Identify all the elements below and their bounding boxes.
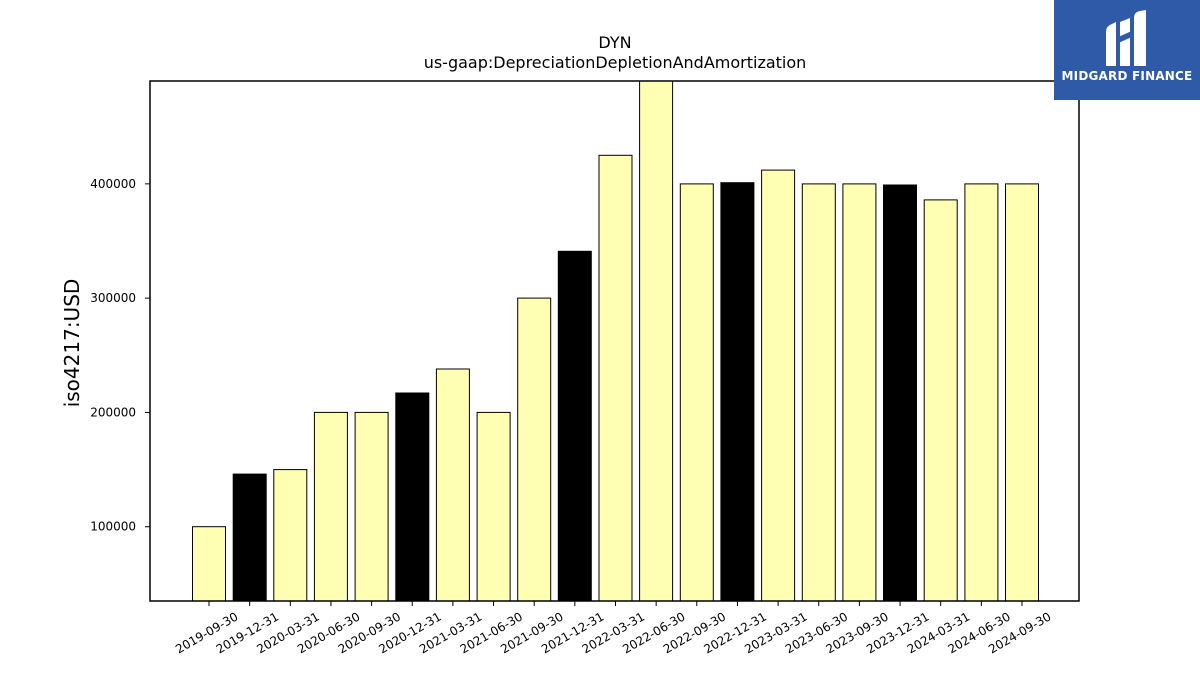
y-tick-label: 400000	[90, 177, 136, 191]
bar-2021-09-30	[517, 297, 552, 602]
bar-2021-03-31	[435, 368, 470, 602]
bar-2020-09-30	[354, 411, 389, 602]
bar-2022-09-30	[679, 183, 714, 602]
bar-2024-06-30	[964, 183, 999, 602]
bar-2020-03-31	[273, 469, 308, 602]
bar-2023-09-30	[842, 183, 877, 602]
chart-subtitle: us-gaap:DepreciationDepletionAndAmortiza…	[424, 53, 807, 72]
bar-2022-06-30	[639, 80, 674, 602]
brand-name: MIDGARD FINANCE	[1061, 69, 1193, 83]
bar-2024-09-30	[1005, 183, 1039, 602]
y-tick-label: 100000	[90, 520, 136, 534]
bar-2022-12-31	[720, 182, 755, 602]
y-tick-label: 300000	[90, 291, 136, 305]
bar-2020-12-31	[395, 392, 430, 602]
bar-2021-12-31	[557, 250, 592, 602]
bars-group	[192, 80, 1039, 602]
chart-title: DYN	[598, 33, 631, 52]
y-axis-label: iso4217:USD	[60, 279, 84, 408]
bar-2023-12-31	[883, 184, 917, 602]
brand-mark-icon	[1106, 10, 1146, 66]
brand-logo: MIDGARD FINANCE	[1054, 0, 1200, 100]
bar-2023-06-30	[801, 183, 836, 602]
bar-2019-09-30	[192, 526, 226, 602]
plot-frame	[149, 80, 1080, 602]
bar-2019-12-31	[232, 473, 267, 602]
bar-2020-06-30	[313, 411, 348, 602]
y-tick-label: 200000	[90, 405, 136, 419]
bar-2022-03-31	[598, 154, 633, 602]
bar-2023-03-31	[761, 169, 796, 602]
bar-2021-06-30	[476, 411, 511, 602]
bar-2024-03-31	[923, 199, 958, 602]
